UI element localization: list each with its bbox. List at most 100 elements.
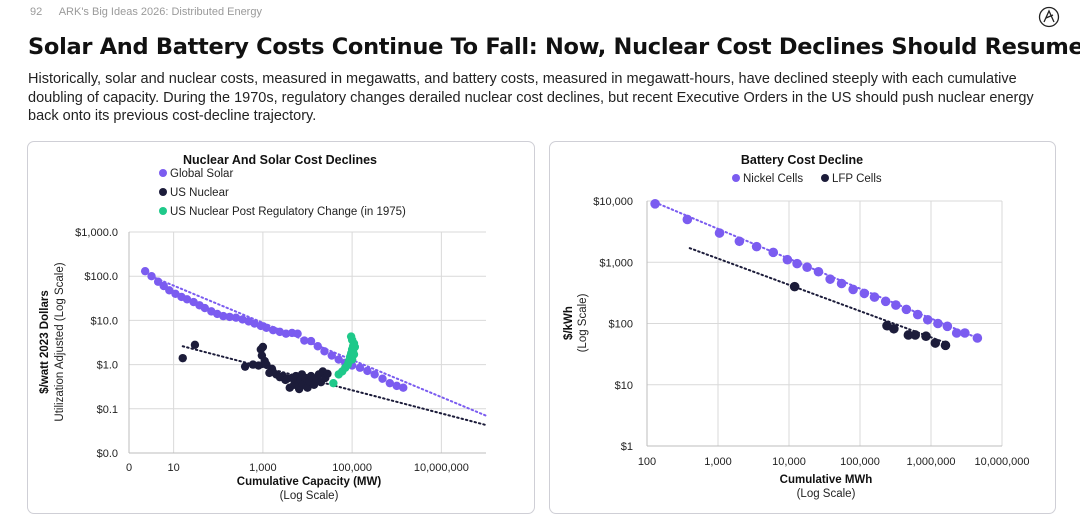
data-point bbox=[942, 321, 953, 332]
data-point bbox=[250, 319, 259, 328]
data-point bbox=[922, 314, 933, 325]
legend-label: US Nuclear bbox=[170, 187, 229, 199]
page-subtitle: Historically, solar and nuclear costs, m… bbox=[28, 71, 1034, 124]
y-tick-label: $10.0 bbox=[90, 315, 118, 327]
data-point bbox=[225, 312, 234, 322]
data-point bbox=[951, 328, 962, 338]
data-point bbox=[190, 340, 200, 350]
data-point bbox=[802, 262, 812, 273]
y-tick-label: $1,000 bbox=[599, 257, 633, 269]
legend-marker bbox=[732, 174, 740, 182]
data-point bbox=[392, 381, 401, 391]
chart-title: Battery Cost Decline bbox=[741, 153, 863, 167]
x-tick-label: 100,000 bbox=[840, 456, 880, 468]
page-header: 92 ARK's Big Ideas 2026: Distributed Ene… bbox=[30, 6, 262, 18]
data-point bbox=[147, 272, 156, 281]
data-point bbox=[334, 355, 343, 364]
y-axis-title: $/watt 2023 Dollars bbox=[39, 290, 51, 394]
data-point bbox=[880, 296, 891, 307]
data-point bbox=[303, 383, 312, 392]
data-point bbox=[912, 309, 923, 320]
data-point bbox=[219, 311, 228, 321]
nuclear-solar-chart-panel: $0.0 $0.1 $1.0 $10.0 $100.0 $1,000.0 0 10 1,000 1… bbox=[27, 141, 535, 514]
legend-marker bbox=[821, 174, 829, 182]
data-point bbox=[940, 340, 951, 351]
data-point bbox=[258, 342, 268, 352]
series-lfp-cells bbox=[789, 281, 951, 351]
data-point bbox=[320, 347, 329, 356]
y-tick-label: $100 bbox=[609, 319, 633, 331]
data-point bbox=[682, 214, 693, 225]
x-tick-label: 100,000 bbox=[332, 462, 372, 474]
trendline bbox=[688, 247, 945, 343]
data-point bbox=[355, 363, 365, 372]
nuclear-solar-chart: $0.0 $0.1 $1.0 $10.0 $100.0 $1,000.0 0 10 1,000 1… bbox=[39, 153, 487, 502]
data-point bbox=[930, 338, 941, 348]
data-point bbox=[792, 258, 802, 269]
data-point bbox=[231, 313, 241, 322]
x-tick-label: 10,000,000 bbox=[414, 462, 469, 474]
data-point bbox=[972, 333, 983, 343]
x-tick-label: 1,000 bbox=[704, 456, 732, 468]
data-point bbox=[910, 330, 921, 340]
series-us-nuclear-post-regulatory-change-in-1975- bbox=[329, 332, 360, 388]
data-point bbox=[254, 361, 263, 370]
x-axis-title: Cumulative MWh bbox=[780, 474, 873, 486]
y-tick-label: $1 bbox=[621, 441, 633, 453]
data-point bbox=[789, 281, 800, 292]
x-tick-label: 1,000 bbox=[249, 462, 277, 474]
data-point bbox=[323, 369, 332, 378]
y-tick-label: $100.0 bbox=[84, 271, 118, 283]
data-point bbox=[825, 274, 835, 284]
y-axis-subtitle: Utilization Adjusted (Log Scale) bbox=[54, 262, 66, 421]
x-tick-label: 10 bbox=[168, 462, 180, 474]
page-title: Solar And Battery Costs Continue To Fall… bbox=[28, 34, 1080, 60]
x-axis-subtitle: (Log Scale) bbox=[280, 490, 339, 502]
data-point bbox=[140, 266, 150, 276]
data-point bbox=[268, 326, 278, 335]
data-point bbox=[347, 355, 357, 364]
data-point bbox=[848, 284, 858, 295]
data-point bbox=[836, 278, 847, 289]
x-tick-label: 0 bbox=[126, 462, 132, 474]
legend-label: US Nuclear Post Regulatory Change (in 19… bbox=[170, 206, 406, 218]
legend-label: Global Solar bbox=[170, 168, 233, 180]
battery-chart-panel: $1 $10 $100 $1,000 $10,000 100 1,000 10,000 100,… bbox=[549, 141, 1056, 514]
data-point bbox=[782, 254, 793, 265]
y-axis-title: $/kWh bbox=[563, 306, 575, 340]
x-axis-title: Cumulative Capacity (MW) bbox=[237, 476, 382, 488]
x-tick-label: 10,000,000 bbox=[974, 456, 1029, 468]
x-tick-label: 1,000,000 bbox=[907, 456, 956, 468]
series-nickel-cells bbox=[650, 199, 983, 343]
data-point bbox=[262, 323, 271, 333]
data-point bbox=[347, 335, 357, 345]
y-tick-label: $0.1 bbox=[97, 404, 118, 416]
data-point bbox=[869, 292, 880, 302]
data-point bbox=[385, 378, 395, 388]
legend-label: LFP Cells bbox=[832, 173, 882, 185]
data-point bbox=[378, 374, 387, 383]
trendline bbox=[154, 277, 487, 417]
data-point bbox=[933, 318, 943, 329]
data-point bbox=[768, 247, 779, 258]
report-title: ARK's Big Ideas 2026: Distributed Energy bbox=[58, 6, 262, 18]
data-point bbox=[293, 329, 302, 338]
legend-marker bbox=[159, 169, 167, 177]
data-point bbox=[734, 236, 745, 247]
legend-marker bbox=[159, 188, 167, 196]
data-point bbox=[313, 342, 322, 351]
data-point bbox=[165, 286, 174, 295]
data-point bbox=[363, 366, 372, 376]
data-point bbox=[300, 336, 309, 345]
y-axis-subtitle: (Log Scale) bbox=[577, 293, 589, 352]
data-point bbox=[370, 370, 379, 379]
ark-logo-icon bbox=[1038, 6, 1060, 28]
x-tick-label: 10,000 bbox=[772, 456, 806, 468]
data-point bbox=[200, 303, 210, 313]
y-tick-label: $10 bbox=[615, 380, 633, 392]
data-point bbox=[859, 288, 870, 299]
data-point bbox=[960, 328, 970, 338]
data-point bbox=[306, 336, 316, 346]
x-axis-subtitle: (Log Scale) bbox=[797, 488, 856, 500]
y-tick-label: $1,000.0 bbox=[75, 227, 118, 239]
